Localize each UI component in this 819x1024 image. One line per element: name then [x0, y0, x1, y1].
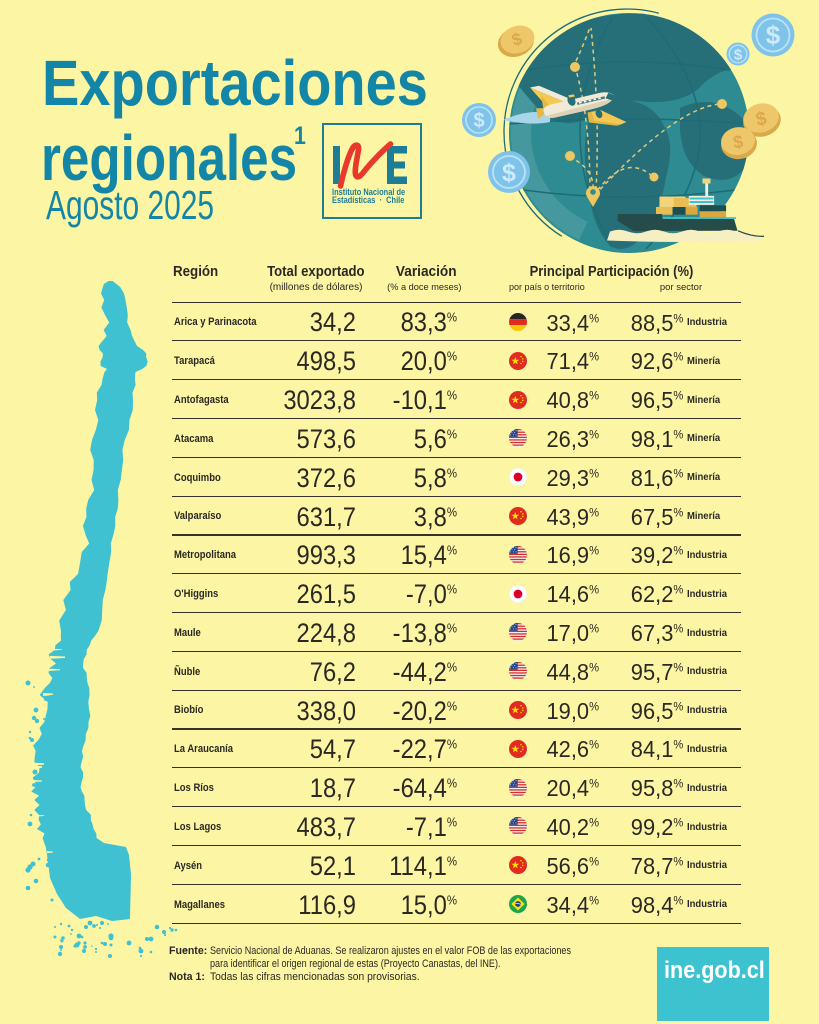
svg-text:$: $	[734, 47, 743, 64]
svg-text:$: $	[732, 131, 745, 152]
svg-text:$: $	[502, 159, 516, 187]
svg-text:$: $	[766, 20, 781, 50]
svg-text:$: $	[754, 108, 769, 131]
svg-text:$: $	[473, 110, 484, 132]
